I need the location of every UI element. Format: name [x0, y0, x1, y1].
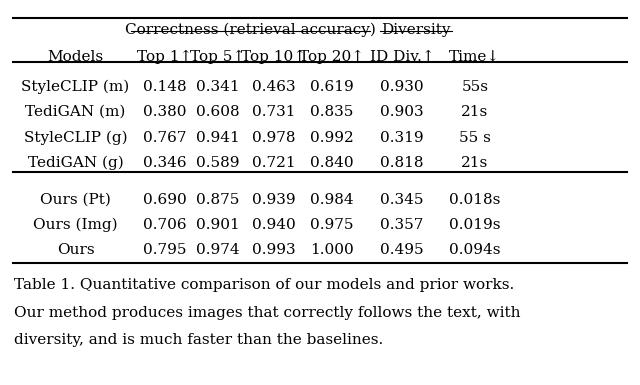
Text: Our method produces images that correctly follows the text, with: Our method produces images that correctl…: [14, 306, 520, 320]
Text: 0.319: 0.319: [380, 131, 424, 144]
Text: 0.818: 0.818: [380, 156, 424, 170]
Text: 0.495: 0.495: [380, 243, 424, 257]
Text: 55 s: 55 s: [459, 131, 491, 144]
Text: StyleCLIP (g): StyleCLIP (g): [24, 131, 127, 145]
Text: 0.018s: 0.018s: [449, 192, 500, 206]
Text: 0.940: 0.940: [252, 218, 296, 232]
Text: 0.975: 0.975: [310, 218, 353, 232]
Text: 0.930: 0.930: [380, 80, 424, 94]
Text: 0.589: 0.589: [196, 156, 239, 170]
Text: Top 20↑: Top 20↑: [299, 50, 364, 64]
Text: 0.463: 0.463: [252, 80, 296, 94]
Text: 0.019s: 0.019s: [449, 218, 500, 232]
Text: Table 1. Quantitative comparison of our models and prior works.: Table 1. Quantitative comparison of our …: [14, 278, 515, 292]
Text: Models: Models: [47, 50, 104, 64]
Text: 0.984: 0.984: [310, 192, 353, 206]
Text: 0.706: 0.706: [143, 218, 187, 232]
Text: 0.795: 0.795: [143, 243, 187, 257]
Text: Top 5↑: Top 5↑: [190, 50, 245, 64]
Text: 0.901: 0.901: [196, 218, 239, 232]
Text: 21s: 21s: [461, 156, 488, 170]
Text: 1.000: 1.000: [310, 243, 353, 257]
Text: Time↓: Time↓: [449, 50, 500, 64]
Text: 0.939: 0.939: [252, 192, 296, 206]
Text: 0.341: 0.341: [196, 80, 239, 94]
Text: StyleCLIP (m): StyleCLIP (m): [21, 80, 130, 94]
Text: 0.974: 0.974: [196, 243, 239, 257]
Text: Top 1↑: Top 1↑: [138, 50, 193, 64]
Text: 0.840: 0.840: [310, 156, 353, 170]
Text: 0.619: 0.619: [310, 80, 353, 94]
Text: 0.345: 0.345: [380, 192, 424, 206]
Text: 0.731: 0.731: [252, 105, 296, 119]
Text: 0.767: 0.767: [143, 131, 187, 144]
Text: ID Div.↑: ID Div.↑: [370, 50, 434, 64]
Text: 0.978: 0.978: [252, 131, 296, 144]
Text: 0.094s: 0.094s: [449, 243, 500, 257]
Text: 0.690: 0.690: [143, 192, 187, 206]
Text: 21s: 21s: [461, 105, 488, 119]
Text: 0.941: 0.941: [196, 131, 239, 144]
Text: 0.357: 0.357: [380, 218, 424, 232]
Text: Top 10↑: Top 10↑: [241, 50, 307, 64]
Text: Ours: Ours: [57, 243, 94, 257]
Text: diversity, and is much faster than the baselines.: diversity, and is much faster than the b…: [14, 333, 383, 347]
Text: 0.148: 0.148: [143, 80, 187, 94]
Text: 0.721: 0.721: [252, 156, 296, 170]
Text: Diversity: Diversity: [381, 23, 451, 37]
Text: 0.903: 0.903: [380, 105, 424, 119]
Text: Ours (Img): Ours (Img): [33, 218, 118, 232]
Text: 0.835: 0.835: [310, 105, 353, 119]
Text: 0.875: 0.875: [196, 192, 239, 206]
Text: 0.608: 0.608: [196, 105, 239, 119]
Text: 0.993: 0.993: [252, 243, 296, 257]
Text: 55s: 55s: [461, 80, 488, 94]
Text: 0.380: 0.380: [143, 105, 187, 119]
Text: Ours (Pt): Ours (Pt): [40, 192, 111, 206]
Text: TediGAN (g): TediGAN (g): [28, 156, 124, 170]
Text: 0.992: 0.992: [310, 131, 353, 144]
Text: Correctness (retrieval accuracy): Correctness (retrieval accuracy): [125, 23, 376, 37]
Text: TediGAN (m): TediGAN (m): [26, 105, 125, 119]
Text: 0.346: 0.346: [143, 156, 187, 170]
